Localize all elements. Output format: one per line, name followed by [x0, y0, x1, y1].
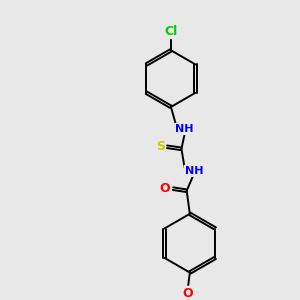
- Text: O: O: [159, 182, 170, 195]
- Text: NH: NH: [185, 166, 203, 176]
- Text: O: O: [182, 287, 193, 300]
- Text: S: S: [156, 140, 165, 153]
- Text: Cl: Cl: [164, 25, 178, 38]
- Text: NH: NH: [175, 124, 194, 134]
